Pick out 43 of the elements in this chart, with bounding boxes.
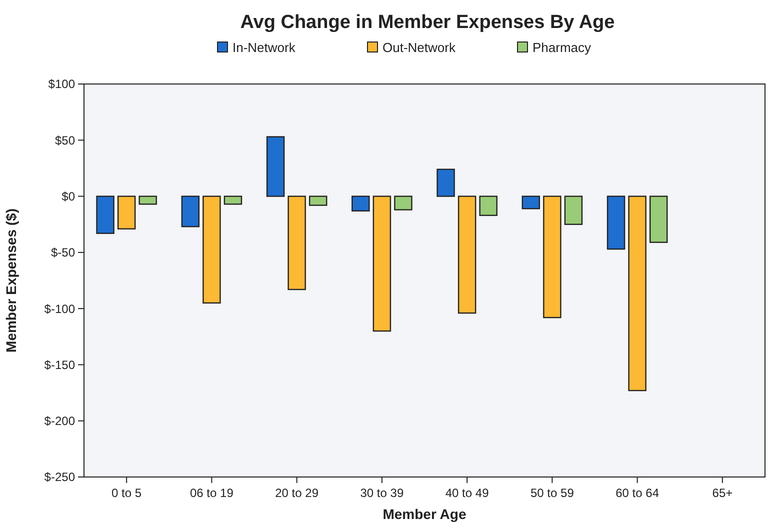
x-tick-label: 06 to 19 [190,486,234,500]
bar [117,196,136,230]
bar [564,196,583,225]
bar [352,196,370,212]
bar [458,196,476,314]
y-tick-label: $-250 [44,470,76,484]
bar [288,196,306,290]
bar [543,196,562,318]
y-tick-label: $-200 [44,414,76,428]
bar [394,196,412,210]
chart-title: Avg Change in Member Expenses By Age [240,12,615,33]
x-tick-label: 30 to 39 [360,486,404,500]
bar [436,168,455,197]
y-tick-label: $50 [54,133,76,148]
y-tick-label: $-150 [44,358,76,372]
x-tick-label: 20 to 29 [275,486,319,500]
bar [522,196,540,210]
y-tick-label: $0 [62,189,76,204]
bar [649,196,668,243]
x-tick-label: 65+ [712,486,733,500]
y-tick-label: $100 [48,77,76,92]
legend-label: Out-Network [382,40,456,55]
y-tick-label: $-50 [50,246,76,260]
bar [96,196,114,234]
y-axis-title: Member Expenses ($) [3,208,19,352]
x-tick-label: 40 to 49 [445,486,490,500]
x-tick-label: 0 to 5 [112,486,142,500]
bar [224,196,242,205]
legend-label: In-Network [232,40,296,55]
bar [181,196,200,228]
bar [266,136,285,197]
bar [628,196,646,392]
bar [606,196,626,250]
bar [479,196,498,216]
bar [372,196,392,332]
x-axis-title: Member Age [382,506,466,522]
y-tick-label: $-100 [44,302,76,316]
x-tick-label: 50 to 59 [530,486,574,500]
bar [308,196,328,206]
x-tick-label: 60 to 64 [616,486,660,500]
legend-label: Pharmacy [532,40,592,55]
bar [138,196,157,205]
bar [202,196,221,304]
